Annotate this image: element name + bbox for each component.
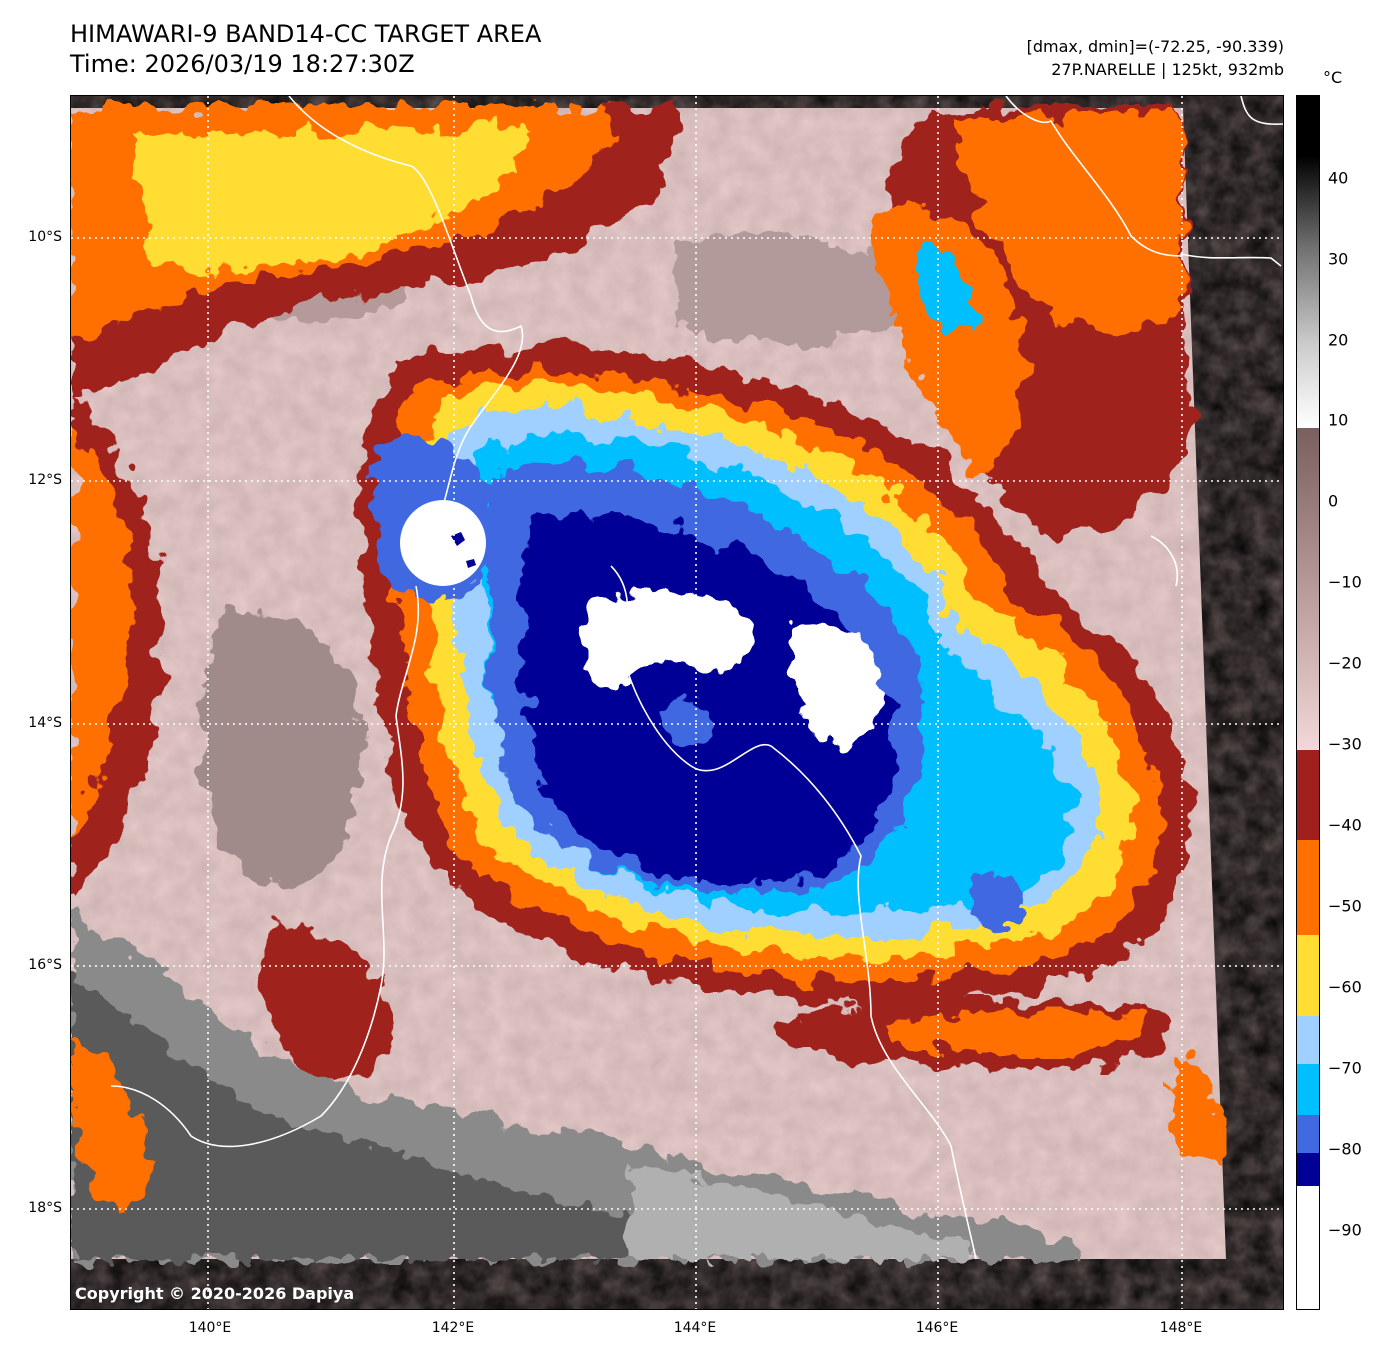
satellite-imagery xyxy=(71,96,1283,1309)
map-title: HIMAWARI-9 BAND14-CC TARGET AREA xyxy=(70,20,542,48)
dmax-dmin-readout: [dmax, dmin]=(-72.25, -90.339) xyxy=(1026,37,1284,56)
lat-tick-14s: 14°S xyxy=(28,715,62,731)
colorbar-tick: −90 xyxy=(1328,1220,1362,1240)
lat-tick-10s: 10°S xyxy=(28,229,62,245)
satellite-map[interactable] xyxy=(70,95,1284,1310)
colorbar-tick: −80 xyxy=(1328,1139,1362,1159)
colorbar-tick: −50 xyxy=(1328,896,1362,916)
colorbar-tick: −30 xyxy=(1328,734,1362,754)
graticule xyxy=(71,96,1283,1309)
lon-tick-148: 148°E xyxy=(1159,1320,1203,1336)
colorbar-tick: 0 xyxy=(1328,491,1339,511)
coastlines xyxy=(110,96,1283,1260)
colorbar-tick: −20 xyxy=(1328,653,1362,673)
colorbar-tick: 20 xyxy=(1328,330,1349,350)
colorbar-tick: −40 xyxy=(1328,815,1362,835)
storm-info: 27P.NARELLE | 125kt, 932mb xyxy=(1051,60,1284,79)
colorbar-tick: 10 xyxy=(1328,410,1349,430)
lon-tick-142: 142°E xyxy=(431,1320,475,1336)
cloud-layers xyxy=(71,108,1221,1208)
colorbar xyxy=(1296,95,1320,1310)
colorbar-tick: 30 xyxy=(1328,249,1349,269)
hot-tower xyxy=(371,436,494,602)
lat-tick-18s: 18°S xyxy=(28,1200,62,1216)
lat-tick-12s: 12°S xyxy=(28,472,62,488)
lon-tick-146: 146°E xyxy=(915,1320,959,1336)
colorbar-tick: 40 xyxy=(1328,168,1349,188)
map-timestamp: Time: 2026/03/19 18:27:30Z xyxy=(70,50,415,78)
storm-cdo xyxy=(359,344,1191,1009)
lat-tick-16s: 16°S xyxy=(28,957,62,973)
colorbar-gradient xyxy=(1297,96,1319,1309)
colorbar-tick: −10 xyxy=(1328,572,1362,592)
colorbar-tick: −70 xyxy=(1328,1058,1362,1078)
colorbar-unit: °C xyxy=(1323,68,1343,87)
colorbar-tick: −60 xyxy=(1328,977,1362,997)
lon-tick-140: 140°E xyxy=(188,1320,232,1336)
copyright-notice: Copyright © 2020-2026 Dapiya xyxy=(75,1284,355,1303)
lon-tick-144: 144°E xyxy=(673,1320,717,1336)
